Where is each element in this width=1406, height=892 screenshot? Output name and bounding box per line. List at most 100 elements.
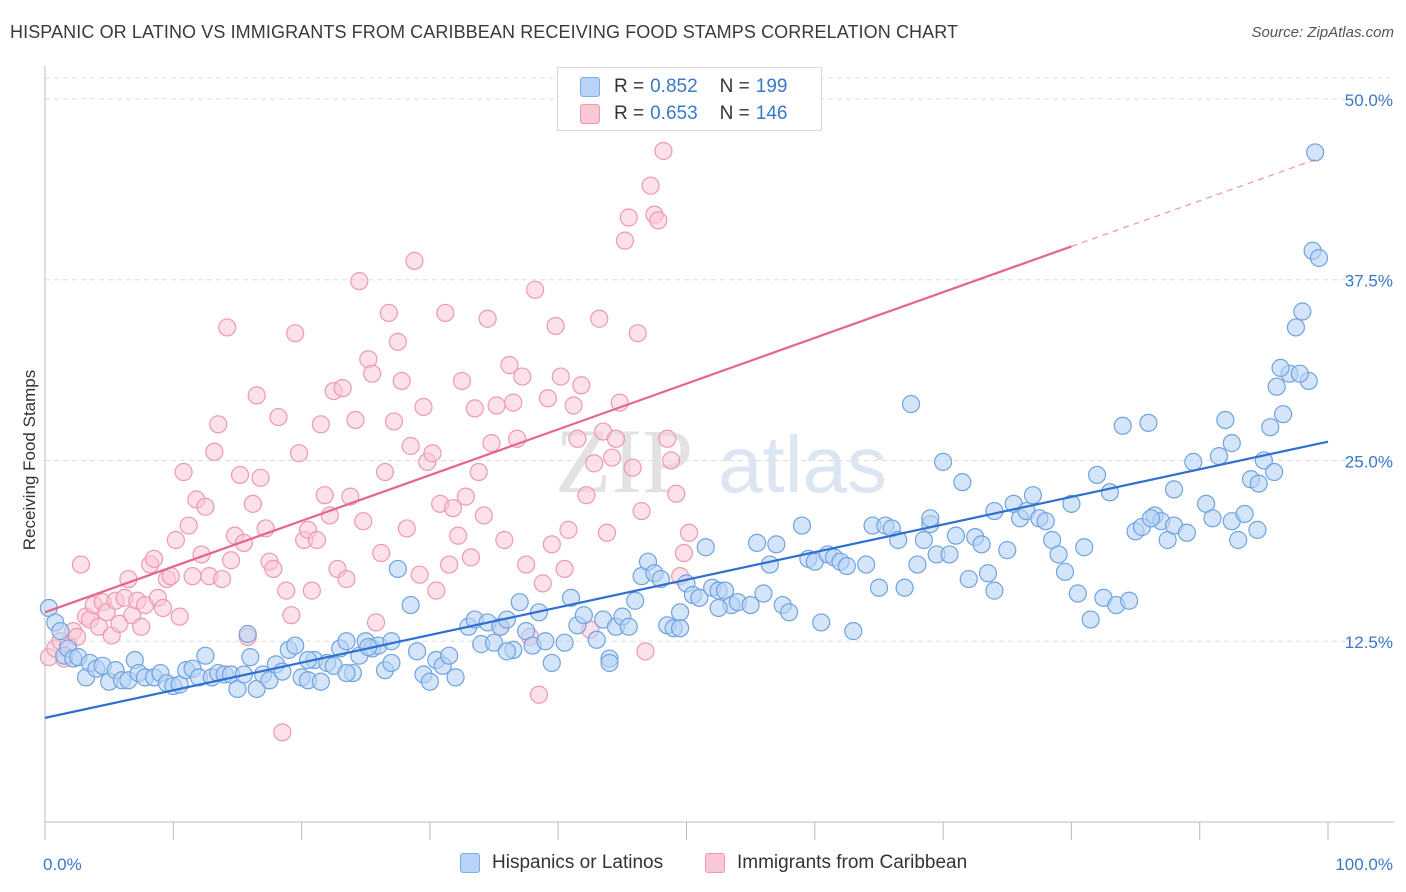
point-caribbean — [315, 486, 334, 505]
r-label: R = — [614, 76, 645, 97]
point-caribbean — [546, 316, 565, 336]
point-hispanic — [574, 606, 593, 625]
n-value: 199 — [755, 76, 788, 97]
point-caribbean — [264, 559, 283, 579]
point-caribbean — [286, 324, 305, 343]
point-caribbean — [482, 434, 501, 453]
point-hispanic — [1265, 462, 1284, 482]
legend-swatch-pink — [705, 853, 725, 873]
point-caribbean — [654, 141, 673, 161]
point-caribbean — [354, 512, 373, 531]
point-hispanic — [1062, 494, 1081, 513]
point-caribbean — [183, 567, 202, 586]
axes — [44, 66, 1394, 840]
point-hispanic — [1249, 474, 1268, 493]
point-hispanic — [1222, 434, 1241, 453]
point-caribbean — [132, 617, 151, 636]
point-caribbean — [529, 685, 549, 704]
point-caribbean — [555, 559, 574, 579]
point-caribbean — [443, 499, 463, 518]
point-caribbean — [572, 376, 591, 395]
point-hispanic — [1293, 302, 1312, 321]
point-caribbean — [375, 462, 395, 482]
point-caribbean — [205, 442, 224, 461]
point-hispanic — [536, 632, 555, 651]
point-hispanic — [382, 653, 401, 673]
point-caribbean — [667, 484, 686, 503]
point-hispanic — [1290, 364, 1309, 383]
point-caribbean — [384, 412, 404, 431]
legend-swatch-blue — [460, 853, 480, 873]
point-hispanic — [741, 595, 760, 615]
trendline-caribbean-extension — [1071, 159, 1316, 247]
point-caribbean — [273, 723, 292, 742]
point-caribbean — [487, 396, 506, 415]
point-hispanic — [959, 569, 978, 589]
point-caribbean — [662, 451, 681, 470]
point-hispanic — [1023, 486, 1043, 505]
y-tick-label: 25.0% — [1345, 452, 1393, 471]
point-hispanic — [1087, 465, 1107, 485]
point-caribbean — [427, 581, 446, 600]
point-hispanic — [337, 632, 356, 651]
point-caribbean — [363, 364, 382, 383]
point-hispanic — [792, 516, 812, 535]
n-label: N = — [719, 76, 750, 97]
r-value: 0.852 — [650, 76, 698, 97]
point-caribbean — [282, 606, 301, 625]
y-tick-label: 12.5% — [1345, 633, 1393, 652]
point-hispanic — [1036, 512, 1055, 531]
legend-label: Immigrants from Caribbean — [737, 852, 968, 873]
point-hispanic — [440, 646, 459, 665]
point-caribbean — [500, 355, 519, 375]
point-caribbean — [478, 309, 497, 328]
point-caribbean — [461, 548, 481, 567]
point-caribbean — [212, 569, 232, 589]
point-caribbean — [423, 444, 442, 463]
point-hispanic — [670, 619, 690, 638]
legend-item-hispanic[interactable]: Hispanics or Latinos — [460, 852, 663, 874]
point-hispanic — [1177, 523, 1196, 542]
point-caribbean — [414, 397, 433, 417]
legend-swatch-blue — [580, 77, 600, 97]
point-caribbean — [564, 396, 583, 415]
y-tick-label: 37.5% — [1345, 272, 1393, 291]
point-hispanic — [1248, 520, 1267, 539]
point-hispanic — [1306, 143, 1325, 162]
point-caribbean — [144, 549, 164, 568]
point-caribbean — [218, 318, 237, 337]
trend-lines — [44, 159, 1329, 719]
point-hispanic — [837, 556, 856, 576]
point-hispanic — [401, 595, 420, 615]
point-hispanic — [1271, 358, 1290, 378]
point-caribbean — [590, 309, 609, 328]
point-caribbean — [153, 598, 173, 618]
legend-item-caribbean[interactable]: Immigrants from Caribbean — [705, 852, 967, 874]
point-hispanic — [1309, 248, 1329, 268]
chart-title: HISPANIC OR LATINO VS IMMIGRANTS FROM CA… — [10, 22, 959, 42]
point-caribbean — [623, 458, 642, 477]
point-caribbean — [465, 399, 484, 418]
point-caribbean — [311, 415, 330, 434]
point-hispanic — [286, 636, 305, 655]
point-hispanic — [1113, 416, 1132, 435]
correlation-legend: R = 0.852 N = 199 R = 0.653 N = 146 — [557, 67, 822, 131]
point-hispanic — [767, 535, 786, 554]
point-caribbean — [269, 407, 288, 427]
point-hispanic — [690, 588, 709, 607]
point-caribbean — [110, 614, 129, 633]
point-hispanic — [978, 564, 998, 583]
point-hispanic — [914, 530, 933, 550]
point-hispanic — [998, 541, 1017, 560]
point-caribbean — [440, 555, 459, 574]
point-hispanic — [626, 591, 645, 610]
point-caribbean — [495, 530, 514, 550]
point-caribbean — [526, 280, 545, 299]
point-caribbean — [170, 607, 189, 626]
point-hispanic — [921, 509, 940, 528]
x-tick-label: 100.0% — [1335, 855, 1393, 874]
legend-label: Hispanics or Latinos — [492, 852, 664, 873]
point-caribbean — [452, 371, 472, 391]
point-caribbean — [166, 530, 185, 550]
